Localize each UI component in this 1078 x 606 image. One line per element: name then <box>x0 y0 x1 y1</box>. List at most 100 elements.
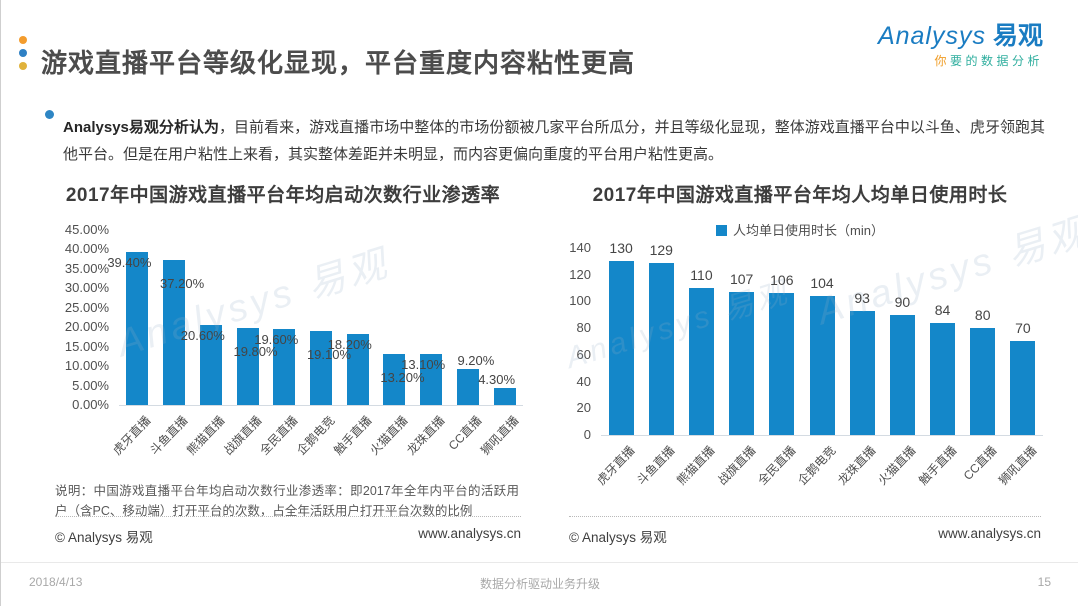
x-axis-label: 狮吼直播 <box>995 443 1040 488</box>
bar-触手直播 <box>346 334 369 405</box>
logo-brand-cn: 易观 <box>992 22 1043 50</box>
logo-brand: Analysys 易观 <box>878 24 1043 49</box>
bar-全民直播 <box>769 293 795 435</box>
x-axis-label: 全民直播 <box>754 443 799 488</box>
x-axis-label: 龙珠直播 <box>835 443 879 488</box>
x-axis-label: 企鹅电竞 <box>795 443 839 488</box>
x-axis-label: 全民直播 <box>257 413 301 458</box>
y-axis-tick: 45.00% <box>64 222 109 237</box>
value-label: 104 <box>810 275 834 291</box>
y-axis: 140 120 100 80 60 40 20 0 <box>553 240 597 442</box>
y-axis-tick: 20.00% <box>64 319 109 335</box>
value-label: 19.10% <box>306 347 352 362</box>
x-axis-label: 虎牙直播 <box>594 443 638 488</box>
plot-area: 130 虎牙直播 129 斗鱼直播 110 熊猫直播 107 战旗直播 106 全民直播 104 企鹅… <box>594 240 1043 488</box>
y-axis-tick: 35.00% <box>64 260 109 276</box>
website-text: www.analysys.cn <box>418 526 521 541</box>
bar-战旗直播 <box>236 328 259 405</box>
summary-lead: Analysys易观分析认为 <box>63 119 220 136</box>
analysys-logo: Analysys 易观 你要的数据分析 <box>878 24 1043 68</box>
bar-虎牙直播 <box>608 261 634 435</box>
value-label: 84 <box>934 302 951 318</box>
y-axis-tick: 60 <box>576 346 591 362</box>
y-axis-tick: 0 <box>583 427 591 442</box>
footer-page-number: 15 <box>1037 575 1051 589</box>
value-label: 13.20% <box>380 370 425 385</box>
title-accent-dots <box>19 36 27 75</box>
x-axis-label: 战旗直播 <box>714 443 759 488</box>
footer-slogan: 数据分析驱动业务升级 <box>479 577 600 591</box>
bar-龙珠直播 <box>849 311 875 435</box>
x-axis-label: 狮吼直播 <box>477 413 522 458</box>
bar-火猫直播 <box>383 354 406 405</box>
page-title: 游戏直播平台等级化显现，平台重度内容粘性更高 <box>41 48 636 79</box>
value-label: 129 <box>649 242 673 258</box>
bar-CC直播 <box>970 328 996 435</box>
summary-bullet-icon <box>45 110 54 119</box>
bar-狮吼直播 <box>493 388 516 405</box>
y-axis-tick: 10.00% <box>64 358 109 374</box>
y-axis-tick: 140 <box>569 240 591 255</box>
y-axis-tick: 100 <box>569 293 591 309</box>
x-axis-label: 触手直播 <box>330 413 375 458</box>
value-label: 70 <box>1015 320 1031 336</box>
chart-source-row: © Analysys 易观 www.analysys.cn <box>55 516 521 546</box>
value-label: 37.20% <box>160 276 205 291</box>
x-axis-label: 龙珠直播 <box>404 413 448 458</box>
y-axis-tick: 15.00% <box>64 338 109 354</box>
copyright-text: © Analysys 易观 <box>55 530 153 545</box>
legend-label: 人均单日使用时长（min） <box>733 223 884 238</box>
value-label: 18.20% <box>327 337 372 352</box>
value-label: 106 <box>770 272 794 288</box>
chart-title: 2017年中国游戏直播平台年均启动次数行业渗透率 <box>65 185 501 206</box>
value-label: 93 <box>854 290 870 306</box>
x-axis-label: 熊猫直播 <box>183 413 228 458</box>
x-axis-label: 战旗直播 <box>220 413 265 458</box>
y-axis-tick: 80 <box>576 320 591 336</box>
value-label: 9.20% <box>457 353 495 368</box>
y-axis-tick: 25.00% <box>64 299 109 315</box>
legend-swatch-icon <box>716 225 728 236</box>
chart-daily-usage-minutes: 2017年中国游戏直播平台年均人均单日使用时长 人均单日使用时长（min） 14… <box>553 172 1047 550</box>
value-label: 19.80% <box>233 344 278 359</box>
copyright-text: © Analysys 易观 <box>569 530 667 545</box>
bar-熊猫直播 <box>199 325 222 405</box>
x-axis-label: 虎牙直播 <box>110 413 154 458</box>
chart-source-row: © Analysys 易观 www.analysys.cn <box>569 516 1041 546</box>
x-axis-label: 火猫直播 <box>875 443 919 488</box>
x-axis-label: 熊猫直播 <box>674 443 718 488</box>
y-axis-tick: 20 <box>576 400 591 416</box>
value-label: 20.60% <box>180 328 225 343</box>
bar-狮吼直播 <box>1010 341 1036 435</box>
value-label: 13.10% <box>401 357 446 372</box>
bar-战旗直播 <box>729 292 755 435</box>
value-label: 107 <box>729 271 754 287</box>
x-axis-label: 火猫直播 <box>367 413 411 458</box>
y-axis-tick: 5.00% <box>72 377 109 393</box>
bar-斗鱼直播 <box>648 263 674 435</box>
website-text: www.analysys.cn <box>938 526 1041 541</box>
bar-全民直播 <box>273 329 296 405</box>
summary-body: ，目前看来，游戏直播市场中整体的市场份额被几家平台所瓜分，并且等级化显现，整体游… <box>63 119 1046 163</box>
chart-launch-penetration: 2017年中国游戏直播平台年均启动次数行业渗透率 45.00% 40.00% 35.… <box>39 172 527 550</box>
bar-虎牙直播 <box>126 252 149 405</box>
accent-dot-orange <box>19 36 27 44</box>
bar-火猫直播 <box>889 315 915 435</box>
bar-龙珠直播 <box>420 354 443 405</box>
value-label: 4.30% <box>478 372 516 387</box>
logo-brand-en: Analysys <box>877 22 986 50</box>
plot-wrap: 45.00% 40.00% 35.00% 30.00% 25.00% 20.00% 15.0… <box>39 222 527 458</box>
value-label: 110 <box>690 267 713 283</box>
summary-paragraph: Analysys易观分析认为，目前看来，游戏直播市场中整体的市场份额被几家平台所… <box>63 114 1045 168</box>
x-axis-label: 斗鱼直播 <box>147 413 191 458</box>
bar-CC直播 <box>456 369 479 405</box>
value-label: 90 <box>894 294 911 310</box>
y-axis-tick: 120 <box>569 266 591 282</box>
plot-area: 39.40% 虎牙直播 37.20% 斗鱼直播 20.60% 熊猫直播 19.80% 战旗直播… <box>107 230 523 458</box>
x-axis-label: 斗鱼直播 <box>634 443 678 488</box>
bar-企鹅电竞 <box>310 331 332 405</box>
x-axis-label: 企鹅电竞 <box>294 413 338 458</box>
bar-斗鱼直播 <box>163 260 186 405</box>
chart-legend: 人均单日使用时长（min） <box>553 220 1047 239</box>
